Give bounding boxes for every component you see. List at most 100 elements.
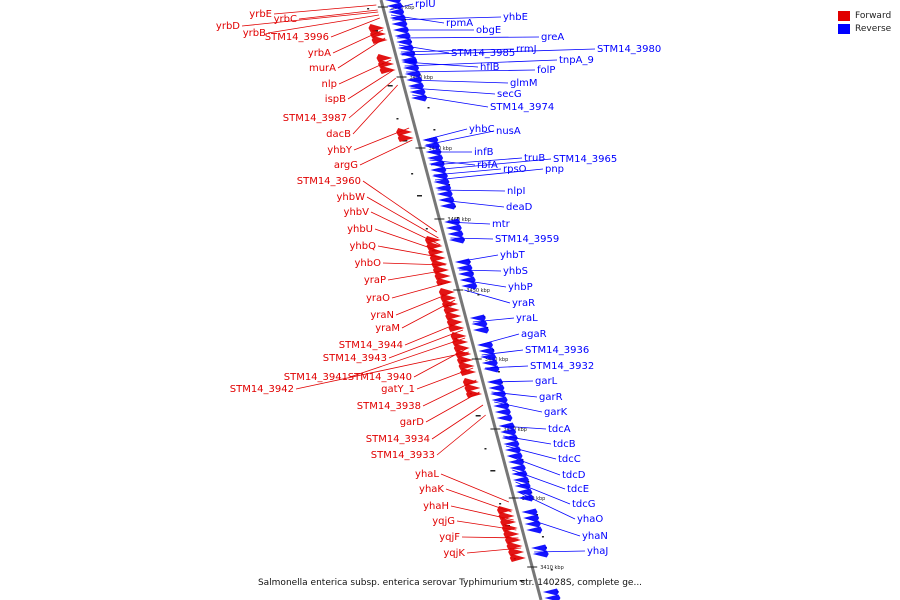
forward-gene-feature[interactable] (500, 518, 517, 526)
gene-label[interactable]: argG (334, 160, 358, 171)
forward-gene-feature[interactable] (457, 356, 473, 364)
reverse-gene-feature[interactable] (401, 58, 418, 66)
reverse-gene-feature[interactable] (423, 142, 440, 150)
gene-label[interactable]: nlpI (507, 186, 525, 197)
reverse-gene-feature[interactable] (430, 166, 447, 174)
reverse-gene-feature[interactable] (478, 347, 495, 355)
forward-gene-feature[interactable] (445, 312, 462, 320)
gene-label[interactable]: garR (539, 392, 563, 403)
gene-label[interactable]: STM14_3940 (348, 372, 412, 383)
forward-gene-feature[interactable] (455, 350, 472, 358)
reverse-gene-feature[interactable] (496, 414, 513, 422)
reverse-gene-feature[interactable] (469, 314, 486, 322)
gene-label[interactable]: yhbY (327, 145, 353, 156)
gene-label[interactable]: STM14_3941 (284, 372, 348, 383)
reverse-gene-feature[interactable] (517, 494, 534, 502)
forward-gene-feature[interactable] (378, 60, 395, 68)
gene-label[interactable]: hflB (480, 62, 500, 73)
gene-label[interactable]: yraO (366, 293, 390, 304)
reverse-gene-feature[interactable] (514, 482, 531, 490)
forward-gene-feature[interactable] (426, 242, 443, 250)
reverse-gene-feature[interactable] (531, 544, 548, 552)
reverse-gene-feature[interactable] (524, 520, 541, 528)
forward-gene-feature[interactable] (503, 530, 520, 538)
reverse-gene-feature[interactable] (521, 508, 538, 516)
gene-label[interactable]: yhbQ (350, 241, 377, 252)
gene-label[interactable]: STM14_3974 (490, 102, 554, 113)
forward-gene-feature[interactable] (379, 66, 396, 74)
gene-label[interactable]: STM14_3996 (265, 32, 329, 43)
gene-label[interactable]: yhbP (508, 282, 533, 293)
reverse-gene-feature[interactable] (509, 464, 526, 472)
reverse-gene-feature[interactable] (523, 514, 540, 522)
forward-gene-feature[interactable] (433, 266, 449, 274)
gene-label[interactable]: yhaN (582, 531, 608, 542)
reverse-gene-feature[interactable] (544, 594, 561, 600)
forward-gene-feature[interactable] (438, 288, 455, 296)
forward-gene-feature[interactable] (436, 278, 453, 286)
reverse-gene-feature[interactable] (385, 0, 401, 4)
gene-label[interactable]: yrbC (274, 14, 297, 25)
reverse-gene-feature[interactable] (427, 154, 444, 162)
reverse-gene-feature[interactable] (393, 26, 409, 34)
reverse-gene-feature[interactable] (436, 190, 453, 198)
gene-label[interactable]: tdcC (558, 454, 581, 465)
gene-label[interactable]: STM14_3960 (297, 176, 361, 187)
reverse-gene-feature[interactable] (483, 365, 500, 373)
forward-gene-feature[interactable] (508, 548, 525, 556)
reverse-gene-feature[interactable] (459, 276, 476, 284)
gene-label[interactable]: murA (309, 63, 336, 74)
gene-label[interactable]: truB (524, 153, 545, 164)
gene-label[interactable]: pnp (545, 164, 564, 175)
reverse-gene-feature[interactable] (490, 390, 507, 398)
forward-gene-feature[interactable] (446, 318, 463, 326)
forward-gene-feature[interactable] (368, 24, 385, 32)
gene-label[interactable]: nlp (322, 79, 337, 90)
gene-label[interactable]: mtr (492, 219, 511, 230)
gene-label[interactable]: gatY_1 (381, 384, 415, 395)
reverse-gene-feature[interactable] (498, 422, 515, 430)
forward-gene-feature[interactable] (431, 260, 448, 268)
gene-label[interactable]: yrbD (216, 21, 240, 32)
gene-label[interactable]: yhbU (347, 224, 373, 235)
forward-gene-feature[interactable] (498, 512, 515, 520)
reverse-gene-feature[interactable] (396, 38, 413, 46)
reverse-gene-feature[interactable] (513, 476, 529, 484)
gene-label[interactable]: rpsO (503, 164, 527, 175)
gene-label[interactable]: garK (544, 407, 568, 418)
gene-label[interactable]: yhbW (337, 192, 366, 203)
gene-label[interactable]: yhbS (503, 266, 528, 277)
forward-gene-feature[interactable] (460, 368, 477, 376)
forward-gene-feature[interactable] (452, 338, 469, 346)
forward-gene-feature[interactable] (370, 30, 387, 38)
reverse-gene-feature[interactable] (508, 458, 525, 466)
gene-label[interactable]: STM14_3944 (339, 340, 403, 351)
reverse-gene-feature[interactable] (444, 218, 461, 226)
forward-gene-feature[interactable] (464, 384, 481, 392)
gene-label[interactable]: STM14_3938 (357, 401, 421, 412)
reverse-gene-feature[interactable] (458, 270, 475, 278)
gene-label[interactable]: yraR (512, 298, 535, 309)
gene-label[interactable]: agaR (521, 329, 547, 340)
forward-gene-feature[interactable] (462, 378, 479, 386)
reverse-gene-feature[interactable] (409, 88, 426, 96)
reverse-gene-feature[interactable] (500, 428, 517, 436)
reverse-gene-feature[interactable] (526, 526, 543, 534)
gene-label[interactable]: tdcD (562, 470, 586, 481)
gene-label[interactable]: folP (537, 65, 555, 76)
reverse-gene-feature[interactable] (394, 32, 411, 40)
gene-label[interactable]: yhbV (344, 207, 370, 218)
reverse-gene-feature[interactable] (411, 94, 428, 102)
gene-label[interactable]: STM14_3959 (495, 234, 559, 245)
gene-label[interactable]: STM14_3934 (366, 434, 430, 445)
gene-label[interactable]: STM14_3987 (283, 113, 347, 124)
forward-gene-feature[interactable] (501, 524, 518, 532)
reverse-gene-feature[interactable] (532, 550, 549, 558)
gene-label[interactable]: STM14_3942 (230, 384, 294, 395)
gene-label[interactable]: tdcA (548, 424, 571, 435)
reverse-gene-feature[interactable] (493, 402, 510, 410)
gene-label[interactable]: STM14_3932 (530, 361, 594, 372)
forward-gene-feature[interactable] (396, 128, 413, 136)
gene-label[interactable]: yhaK (419, 484, 444, 495)
gene-label[interactable]: ispB (325, 94, 346, 105)
